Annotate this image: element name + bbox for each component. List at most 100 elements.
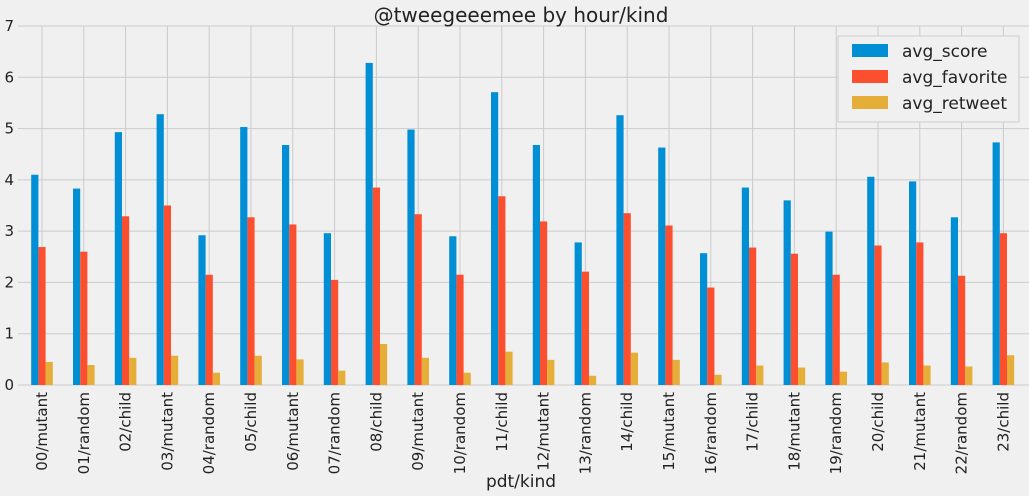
bar-avg-retweet xyxy=(505,351,513,385)
bar-avg-favorite xyxy=(163,205,171,385)
x-tick-label: 22/random xyxy=(953,392,971,474)
x-tick-label: 04/random xyxy=(200,392,218,474)
x-tick-label: 10/random xyxy=(451,392,469,474)
bar-avg-score xyxy=(114,132,122,385)
bar-avg-favorite xyxy=(498,196,506,385)
bar-avg-score xyxy=(407,129,415,385)
x-tick-label: 05/child xyxy=(242,392,260,452)
bar-avg-retweet xyxy=(798,367,806,385)
x-tick-label: 02/child xyxy=(117,392,135,452)
bar-avg-retweet xyxy=(129,357,137,385)
bar-avg-retweet xyxy=(714,374,722,385)
bar-avg-retweet xyxy=(547,359,555,385)
bar-avg-favorite xyxy=(665,225,673,385)
bar-avg-favorite xyxy=(874,245,882,385)
bar-avg-favorite xyxy=(958,275,966,385)
x-tick-label: 03/mutant xyxy=(158,392,176,471)
bar-avg-favorite xyxy=(790,253,798,385)
bar-avg-favorite xyxy=(331,279,339,385)
legend-label: avg_favorite xyxy=(902,68,1007,88)
bar-avg-retweet xyxy=(1007,355,1015,385)
bar-avg-score xyxy=(741,187,749,385)
y-tick-label: 7 xyxy=(4,17,14,35)
chart-title: @tweegeeemee by hour/kind xyxy=(374,3,669,27)
bar-avg-retweet xyxy=(589,375,597,385)
bar-avg-score xyxy=(658,147,666,385)
bar-avg-score xyxy=(616,115,624,385)
x-tick-label: 19/random xyxy=(827,392,845,474)
x-tick-label: 09/mutant xyxy=(409,392,427,471)
bar-avg-score xyxy=(198,235,206,385)
bar-avg-retweet xyxy=(463,372,471,385)
bar-avg-retweet xyxy=(171,355,179,385)
bar-avg-favorite xyxy=(623,213,631,385)
bar-avg-score xyxy=(73,188,81,385)
bar-avg-retweet xyxy=(338,370,346,385)
bar-avg-score xyxy=(825,231,833,385)
legend-swatch xyxy=(852,70,888,83)
bar-avg-favorite xyxy=(205,274,213,385)
bar-avg-retweet xyxy=(923,365,931,385)
y-tick-label: 2 xyxy=(4,273,14,291)
legend-swatch xyxy=(852,44,888,57)
bar-avg-score xyxy=(700,253,708,385)
x-tick-label: 08/child xyxy=(367,392,385,452)
y-tick-label: 3 xyxy=(4,222,14,240)
bar-avg-retweet xyxy=(212,372,220,385)
bar-avg-score xyxy=(867,176,875,385)
bar-avg-score xyxy=(31,174,39,385)
x-tick-label: 01/random xyxy=(75,392,93,474)
x-axis-label: pdt/kind xyxy=(486,472,556,492)
bar-avg-retweet xyxy=(45,361,53,385)
bar-avg-retweet xyxy=(881,362,889,385)
bar-avg-favorite xyxy=(372,187,380,385)
y-tick-label: 5 xyxy=(4,120,14,138)
legend-label: avg_retweet xyxy=(902,94,1007,114)
x-tick-label: 12/mutant xyxy=(535,392,553,471)
bar-avg-favorite xyxy=(80,251,88,385)
bar-avg-retweet xyxy=(965,366,973,385)
bars xyxy=(31,62,1015,385)
legend-label: avg_score xyxy=(902,42,987,62)
x-tick-label: 16/random xyxy=(702,392,720,474)
x-axis: 00/mutant 01/random 02/child 03/mutant 04/ra… xyxy=(33,392,1012,474)
x-tick-label: 14/child xyxy=(618,392,636,452)
y-tick-label: 1 xyxy=(4,325,14,343)
x-tick-label: 15/mutant xyxy=(660,392,678,471)
bar-avg-score xyxy=(156,114,164,385)
bar-avg-retweet xyxy=(672,359,680,385)
bar-avg-favorite xyxy=(38,247,46,385)
bar-avg-favorite xyxy=(916,242,924,385)
bar-avg-score xyxy=(532,144,540,385)
x-tick-label: 06/mutant xyxy=(284,392,302,471)
y-axis: 0 1 2 3 4 5 6 7 xyxy=(4,17,14,394)
bar-avg-favorite xyxy=(247,217,255,385)
x-tick-label: 21/mutant xyxy=(911,392,929,471)
bar-avg-retweet xyxy=(296,359,304,385)
legend-swatch xyxy=(852,96,888,109)
x-tick-label: 13/random xyxy=(576,392,594,474)
bar-avg-favorite xyxy=(832,274,840,385)
x-tick-label: 11/child xyxy=(493,392,511,452)
legend: avg_score avg_favorite avg_retweet xyxy=(837,35,1020,123)
bar-avg-favorite xyxy=(289,224,297,385)
bar-avg-retweet xyxy=(254,355,262,385)
bar-avg-favorite xyxy=(456,274,464,385)
bar-avg-favorite xyxy=(122,216,130,385)
bar-avg-score xyxy=(783,200,791,385)
x-tick-label: 20/child xyxy=(869,392,887,452)
bar-avg-score xyxy=(491,92,499,385)
x-tick-label: 18/mutant xyxy=(785,392,803,471)
bar-avg-score xyxy=(992,142,1000,385)
bar-avg-favorite xyxy=(414,214,422,385)
bar-avg-retweet xyxy=(380,343,388,385)
y-tick-label: 4 xyxy=(4,171,14,189)
bar-avg-score xyxy=(449,236,457,385)
bar-avg-score xyxy=(909,181,917,385)
bar-avg-score xyxy=(240,127,248,385)
y-tick-label: 6 xyxy=(4,68,14,86)
bar-avg-retweet xyxy=(839,371,847,385)
bar-avg-score xyxy=(365,62,373,385)
